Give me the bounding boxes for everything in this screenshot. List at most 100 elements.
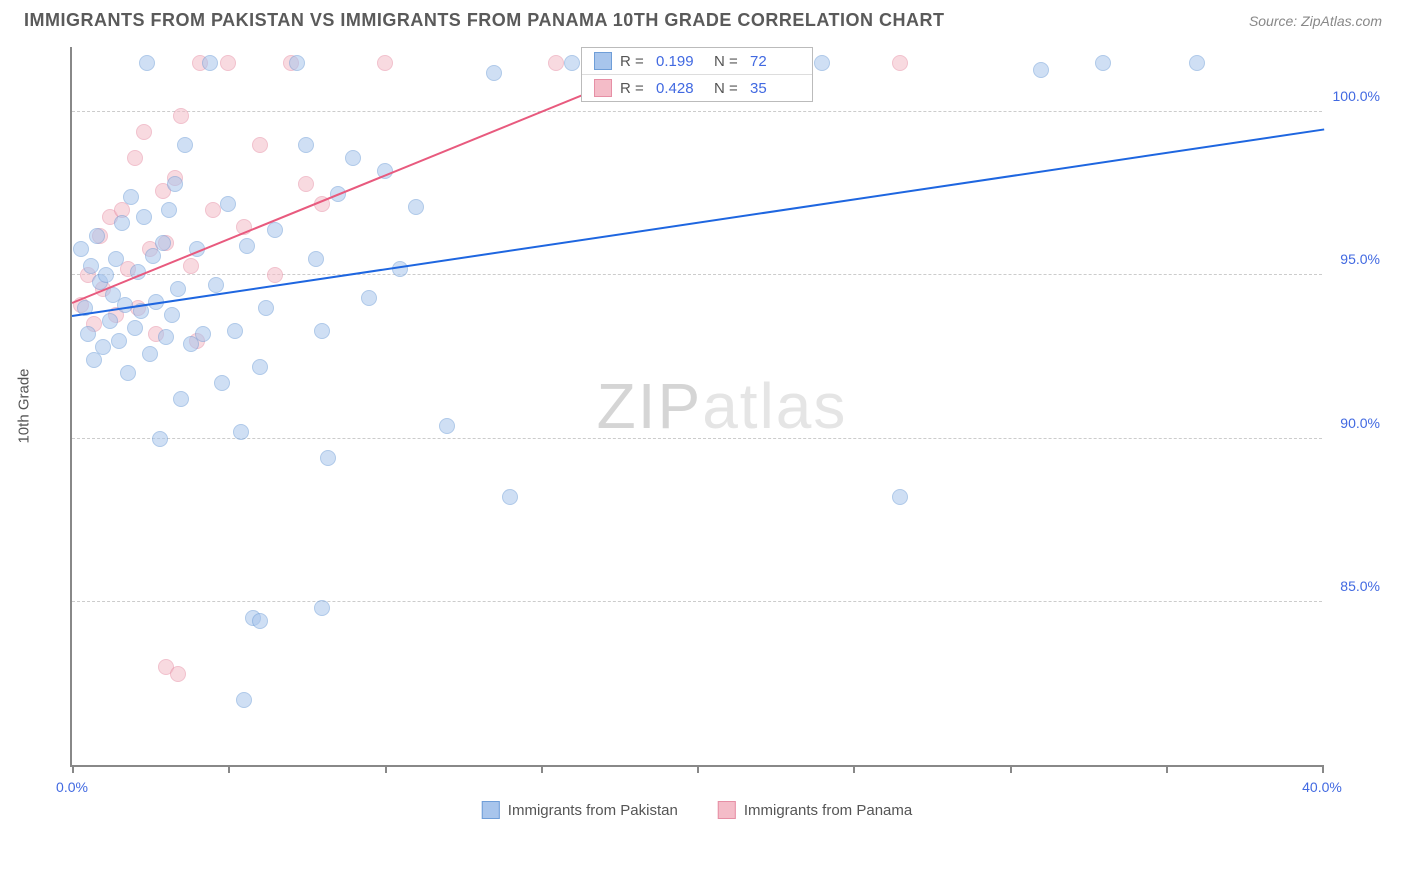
scatter-point bbox=[123, 189, 139, 205]
legend-top: R = 0.199 N = 72 R = 0.428 N = 35 bbox=[581, 47, 813, 102]
swatch-panama bbox=[594, 79, 612, 97]
x-tick-label: 40.0% bbox=[1302, 779, 1342, 795]
grid-line bbox=[72, 438, 1322, 439]
legend-row-pakistan: R = 0.199 N = 72 bbox=[582, 48, 812, 75]
legend-n-label: N = bbox=[714, 53, 742, 70]
scatter-point bbox=[298, 137, 314, 153]
scatter-point bbox=[80, 326, 96, 342]
x-tick bbox=[1322, 765, 1324, 773]
legend-bottom: Immigrants from Pakistan Immigrants from… bbox=[482, 801, 912, 819]
scatter-point bbox=[111, 333, 127, 349]
scatter-point bbox=[195, 326, 211, 342]
scatter-point bbox=[298, 176, 314, 192]
scatter-point bbox=[239, 238, 255, 254]
scatter-point bbox=[139, 55, 155, 71]
x-tick bbox=[1166, 765, 1168, 773]
legend-r-value-0: 0.199 bbox=[656, 53, 706, 70]
scatter-point bbox=[152, 431, 168, 447]
legend-r-label: R = bbox=[620, 80, 648, 97]
scatter-point bbox=[173, 108, 189, 124]
x-tick bbox=[697, 765, 699, 773]
scatter-point bbox=[1189, 55, 1205, 71]
legend-bottom-label-0: Immigrants from Pakistan bbox=[508, 802, 678, 819]
source-attribution: Source: ZipAtlas.com bbox=[1249, 13, 1382, 29]
scatter-point bbox=[308, 251, 324, 267]
legend-bottom-pakistan: Immigrants from Pakistan bbox=[482, 801, 678, 819]
scatter-point bbox=[314, 323, 330, 339]
scatter-point bbox=[170, 281, 186, 297]
scatter-point bbox=[361, 290, 377, 306]
scatter-point bbox=[170, 666, 186, 682]
scatter-point bbox=[95, 339, 111, 355]
scatter-point bbox=[252, 613, 268, 629]
scatter-point bbox=[502, 489, 518, 505]
scatter-point bbox=[127, 320, 143, 336]
scatter-point bbox=[183, 258, 199, 274]
trend-line bbox=[72, 129, 1324, 318]
grid-line bbox=[72, 274, 1322, 275]
scatter-point bbox=[158, 329, 174, 345]
swatch-pakistan-bottom bbox=[482, 801, 500, 819]
scatter-point bbox=[289, 55, 305, 71]
x-tick bbox=[541, 765, 543, 773]
x-tick-label: 0.0% bbox=[56, 779, 88, 795]
scatter-point bbox=[73, 241, 89, 257]
legend-n-label: N = bbox=[714, 80, 742, 97]
scatter-point bbox=[814, 55, 830, 71]
legend-n-value-1: 35 bbox=[750, 80, 800, 97]
y-tick-label: 85.0% bbox=[1328, 578, 1380, 594]
scatter-point bbox=[142, 346, 158, 362]
scatter-point bbox=[1033, 62, 1049, 78]
scatter-point bbox=[214, 375, 230, 391]
plot-area: ZIPatlas 10th Grade R = 0.199 N = 72 R =… bbox=[70, 47, 1322, 767]
scatter-point bbox=[564, 55, 580, 71]
scatter-point bbox=[408, 199, 424, 215]
scatter-point bbox=[177, 137, 193, 153]
y-axis-label: 10th Grade bbox=[16, 368, 33, 443]
legend-r-value-1: 0.428 bbox=[656, 80, 706, 97]
x-tick bbox=[1010, 765, 1012, 773]
y-tick-label: 100.0% bbox=[1328, 88, 1380, 104]
scatter-point bbox=[205, 202, 221, 218]
scatter-point bbox=[345, 150, 361, 166]
scatter-point bbox=[892, 55, 908, 71]
scatter-point bbox=[98, 267, 114, 283]
scatter-point bbox=[220, 196, 236, 212]
scatter-point bbox=[136, 209, 152, 225]
scatter-point bbox=[377, 55, 393, 71]
swatch-pakistan bbox=[594, 52, 612, 70]
y-tick-label: 95.0% bbox=[1328, 251, 1380, 267]
swatch-panama-bottom bbox=[718, 801, 736, 819]
scatter-point bbox=[155, 235, 171, 251]
legend-row-panama: R = 0.428 N = 35 bbox=[582, 75, 812, 101]
scatter-point bbox=[164, 307, 180, 323]
scatter-point bbox=[267, 222, 283, 238]
scatter-point bbox=[439, 418, 455, 434]
scatter-point bbox=[114, 215, 130, 231]
scatter-point bbox=[548, 55, 564, 71]
y-tick-label: 90.0% bbox=[1328, 415, 1380, 431]
scatter-point bbox=[127, 150, 143, 166]
legend-n-value-0: 72 bbox=[750, 53, 800, 70]
scatter-point bbox=[252, 137, 268, 153]
scatter-point bbox=[267, 267, 283, 283]
x-tick bbox=[228, 765, 230, 773]
scatter-point bbox=[258, 300, 274, 316]
watermark-atlas: atlas bbox=[702, 370, 847, 442]
x-tick bbox=[853, 765, 855, 773]
scatter-point bbox=[320, 450, 336, 466]
scatter-point bbox=[167, 176, 183, 192]
x-tick bbox=[385, 765, 387, 773]
scatter-point bbox=[202, 55, 218, 71]
scatter-point bbox=[486, 65, 502, 81]
chart-wrap: ZIPatlas 10th Grade R = 0.199 N = 72 R =… bbox=[70, 37, 1382, 827]
grid-line bbox=[72, 111, 1322, 112]
scatter-point bbox=[227, 323, 243, 339]
scatter-point bbox=[120, 365, 136, 381]
x-tick bbox=[72, 765, 74, 773]
scatter-point bbox=[892, 489, 908, 505]
watermark: ZIPatlas bbox=[597, 369, 848, 443]
chart-title: IMMIGRANTS FROM PAKISTAN VS IMMIGRANTS F… bbox=[24, 10, 944, 31]
grid-line bbox=[72, 601, 1322, 602]
scatter-point bbox=[173, 391, 189, 407]
